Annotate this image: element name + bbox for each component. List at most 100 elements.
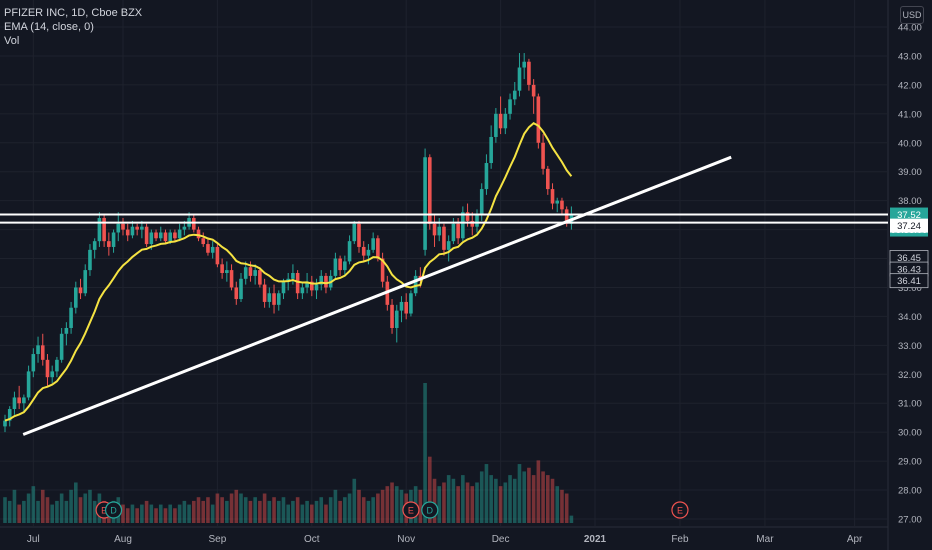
candle-body	[229, 270, 234, 288]
price-tick-label: 40.00	[898, 138, 922, 149]
volume-bar	[361, 497, 366, 523]
volume-bar	[276, 500, 281, 523]
volume-bar	[517, 464, 522, 523]
candle	[442, 223, 446, 256]
earnings-marker[interactable]: E	[402, 501, 420, 519]
candle	[55, 356, 59, 378]
candles	[3, 53, 574, 433]
volume-bar	[243, 497, 248, 523]
volume-bar	[26, 493, 31, 523]
candle	[399, 296, 404, 323]
volume-bar	[498, 486, 503, 523]
event-circle[interactable]	[421, 501, 439, 519]
ema-line	[4, 121, 573, 422]
candle	[531, 79, 536, 114]
candle	[45, 354, 50, 386]
price-tick-label: 42.00	[898, 80, 922, 91]
price-label: 36.43	[889, 261, 929, 277]
dividend-marker[interactable]: D	[104, 501, 123, 519]
price-tick-label: 41.00	[898, 109, 922, 120]
candle-body	[541, 142, 545, 169]
candle	[404, 293, 408, 320]
volume-bar	[74, 482, 78, 523]
candle-body	[158, 232, 163, 239]
candle-body	[399, 301, 404, 311]
symbol-title[interactable]: PFIZER INC, 1D, Cboe BZX	[4, 7, 143, 19]
candle-body	[508, 99, 512, 114]
volume-bar	[83, 493, 88, 523]
event-circle[interactable]	[402, 501, 420, 519]
volume-bar	[31, 486, 36, 523]
candle-body	[12, 397, 17, 410]
candle	[192, 215, 196, 233]
candle	[59, 327, 64, 363]
volume-bar	[59, 493, 64, 523]
candle	[31, 348, 36, 378]
volume-bar	[149, 504, 154, 523]
candle-body	[361, 246, 366, 256]
event-circle[interactable]	[104, 501, 123, 519]
candle-body	[3, 420, 7, 427]
volume-bar	[300, 504, 305, 523]
trendline[interactable]	[22, 155, 732, 436]
candle-body	[177, 229, 182, 239]
candle-body	[36, 345, 40, 355]
candle-body	[154, 232, 158, 239]
volume-bar	[451, 478, 456, 523]
candle-body	[451, 223, 456, 242]
price-label-box	[890, 218, 928, 233]
candle	[541, 134, 545, 175]
candle	[173, 229, 177, 242]
price-label: 36.41	[889, 273, 929, 289]
candle-body	[116, 223, 121, 233]
volume-bar	[512, 478, 517, 523]
candle	[314, 278, 319, 300]
ema-legend[interactable]: EMA (14, close, 0)	[4, 21, 94, 33]
candle	[470, 212, 475, 236]
volume-bar	[352, 478, 357, 523]
volume-bar	[357, 489, 361, 523]
volume-bar	[503, 482, 508, 523]
candle	[50, 365, 54, 383]
dividend-marker[interactable]: D	[421, 501, 439, 519]
candle	[428, 154, 432, 230]
candle-body	[97, 218, 102, 242]
candle	[390, 299, 394, 334]
volume-bar	[456, 486, 460, 523]
candle-body	[498, 113, 503, 129]
candle-body	[130, 226, 135, 236]
volume-legend[interactable]: Vol	[4, 35, 20, 47]
candle-body	[243, 267, 248, 279]
candle	[494, 108, 498, 143]
volume-bar	[423, 383, 427, 523]
candle-body	[564, 209, 569, 224]
candle-body	[248, 267, 253, 276]
volume-bar	[225, 500, 229, 523]
time-axis[interactable]: Jul Aug Sep Oct Nov Dec 2021 Feb Mar Apr	[27, 534, 863, 545]
price-tick-label: 44.00	[898, 23, 922, 34]
candle-body	[163, 232, 168, 242]
price-tick-label: 27.00	[898, 515, 922, 526]
volume-bar	[22, 500, 26, 523]
volume-bar	[281, 497, 286, 523]
volume-bar	[78, 497, 83, 523]
candle	[26, 365, 31, 401]
candle-body	[140, 226, 144, 230]
candle-body	[88, 249, 92, 271]
price-tick-label: 32.00	[898, 370, 922, 381]
candle	[163, 229, 168, 245]
candle-body	[394, 310, 399, 328]
currency-label[interactable]: USD	[900, 6, 924, 24]
volume-bar	[182, 500, 187, 523]
candle	[508, 93, 512, 120]
candle-body	[555, 200, 560, 204]
event-circle[interactable]	[671, 501, 689, 519]
candle	[36, 336, 40, 363]
candle-body	[432, 223, 437, 236]
candle-body	[31, 354, 36, 372]
earnings-marker[interactable]: E	[671, 501, 689, 519]
horizontal-lines[interactable]	[0, 213, 888, 224]
candle-body	[366, 249, 371, 256]
